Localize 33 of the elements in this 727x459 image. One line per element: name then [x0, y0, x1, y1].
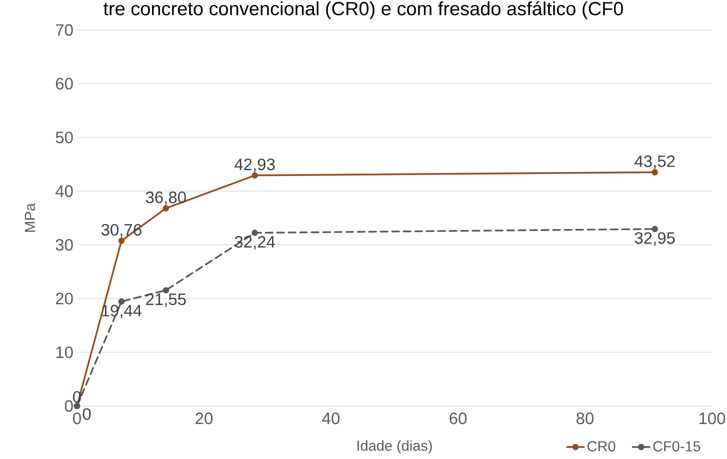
point [252, 172, 258, 179]
point [118, 238, 125, 244]
data-label: 43,52 [634, 155, 675, 170]
point [252, 230, 258, 236]
x-tick-label: 100 [699, 412, 726, 424]
y-tick-label: 20 [56, 292, 73, 304]
y-tick-label: 0 [64, 400, 73, 412]
x-tick-label: 40 [322, 412, 340, 424]
data-label: 42,93 [234, 158, 275, 172]
y-tick-label: 60 [56, 78, 73, 90]
x-axis-title: Idade (dias) [358, 440, 432, 454]
point [652, 226, 658, 232]
data-label: 32,24 [234, 236, 275, 250]
x-tick-label: 0 [73, 412, 81, 424]
point [162, 205, 170, 212]
y-tick-label: 30 [56, 239, 73, 251]
y-axis-title: MPa [24, 203, 36, 232]
y-tick-label: 10 [56, 346, 73, 358]
legend-label: CF0-15 [653, 441, 700, 452]
x-tick-label: 80 [576, 412, 594, 424]
legend-label: CR0 [588, 441, 616, 452]
chart-title: tre concreto convencional (CR0) e com fresado asfáltico (CF0 [103, 1, 623, 20]
x-tick-label: 60 [450, 412, 467, 424]
y-tick-label: 40 [56, 185, 73, 197]
y-tick-label: 50 [56, 132, 73, 144]
x-tick-label: 20 [196, 412, 213, 424]
point [652, 169, 658, 176]
data-label: 21,55 [146, 293, 186, 308]
data-label: 36,80 [146, 192, 186, 206]
point [162, 287, 170, 294]
y-tick-label: 70 [56, 24, 73, 36]
data-label: 32,95 [634, 232, 675, 246]
point [118, 298, 125, 305]
